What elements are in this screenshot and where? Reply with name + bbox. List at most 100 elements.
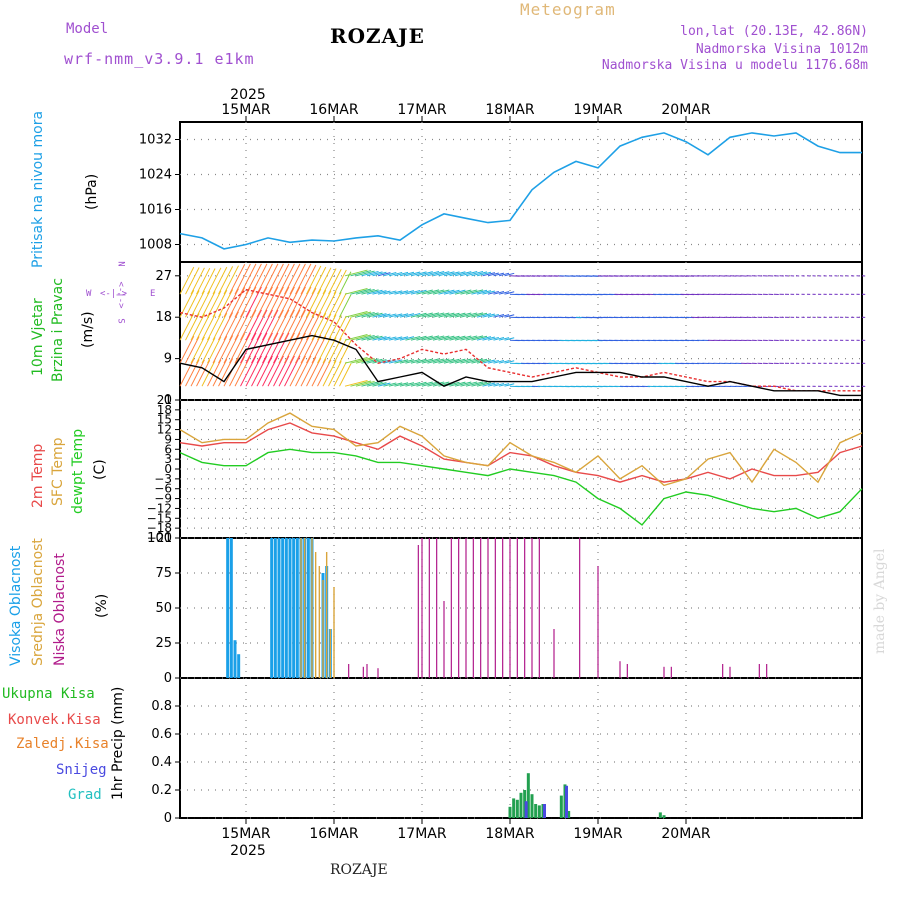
wind-barb — [251, 263, 268, 295]
wind-barb — [289, 286, 306, 318]
wind-barb — [284, 355, 301, 387]
wind-barb — [443, 271, 460, 277]
wind-barb — [498, 360, 510, 364]
wind-barb — [432, 358, 450, 364]
wind-barb — [295, 309, 312, 341]
wind-barb — [185, 267, 200, 295]
wind-barb — [234, 332, 251, 364]
wind-barb — [207, 267, 222, 295]
wind-barb — [460, 381, 478, 387]
wind-barb — [273, 263, 290, 295]
wind-barb — [504, 291, 515, 295]
wind-barb — [421, 270, 440, 277]
wind-barb — [432, 335, 450, 341]
wind-barb — [443, 312, 460, 318]
wind-barb — [383, 290, 397, 295]
wind-barb — [421, 381, 440, 387]
cloud-label-mid: Srednja Oblacnost — [30, 538, 46, 666]
wind-barb — [218, 358, 234, 387]
top-year-label: 2025 — [230, 87, 266, 103]
wind-barb — [372, 336, 387, 341]
wind-barb — [333, 361, 347, 387]
wind-barb — [487, 272, 499, 277]
wind-barb — [300, 333, 317, 364]
wind-barb — [190, 267, 205, 295]
bottom-date-label: 15MAR — [221, 826, 270, 842]
wind-barb — [273, 286, 290, 318]
wind-barb — [487, 336, 499, 341]
wind-barb — [504, 272, 515, 277]
wind-barb — [311, 266, 327, 295]
wind-barb — [256, 309, 273, 341]
wind-barb — [493, 272, 505, 277]
wind-barb — [306, 334, 322, 364]
compass-s: S — [115, 318, 126, 324]
wind-barb — [372, 359, 387, 364]
wind-barb — [449, 335, 466, 341]
wind-barb — [311, 358, 327, 387]
wind-barb — [421, 289, 440, 295]
wind-barb — [460, 312, 478, 318]
wind-barb — [212, 335, 228, 364]
wind-barb — [493, 314, 505, 318]
wind-barb — [350, 288, 372, 295]
precip-bar-0 — [567, 811, 571, 818]
y-tick-label: 100 — [147, 531, 172, 546]
wind-barb — [449, 358, 466, 364]
wind-barb — [394, 271, 409, 277]
wind-barb — [306, 357, 322, 387]
meteogram-label: Meteogram — [520, 0, 616, 19]
wind-barb — [355, 270, 375, 277]
wind-barb — [460, 358, 478, 364]
y-tick-label: 0 — [164, 671, 172, 686]
wind-barb — [251, 332, 268, 364]
bottom-date-label: 20MAR — [661, 826, 710, 842]
y-tick-label: −3 — [154, 472, 172, 486]
y-tick-label: 3 — [164, 452, 172, 466]
wind-barb — [333, 269, 347, 295]
wind-barb — [416, 335, 433, 341]
wind-barb — [427, 335, 445, 341]
y-tick-label: 0 — [164, 393, 172, 408]
y-tick-label: 50 — [155, 601, 172, 616]
wind-barb — [267, 286, 284, 318]
wind-barb — [190, 336, 205, 364]
bottom-date-label: 18MAR — [485, 826, 534, 842]
precip-bar-0 — [512, 798, 516, 818]
wind-barb — [317, 313, 332, 341]
wind-barb — [504, 337, 515, 341]
wind-barb — [405, 335, 421, 341]
wind-barb — [278, 263, 295, 295]
wind-barb — [471, 358, 488, 364]
wind-barb — [185, 313, 200, 341]
cloud-unit: (%) — [94, 593, 110, 618]
wind-barb — [383, 313, 397, 318]
wind-barb — [377, 272, 391, 277]
wind-barb — [201, 291, 216, 318]
y-tick-label: −12 — [147, 501, 172, 515]
wind-barb — [394, 382, 409, 387]
wind-barb — [300, 287, 317, 318]
bottom-date-label: 16MAR — [309, 826, 358, 842]
wind-barb — [471, 312, 488, 318]
wind-barb — [460, 289, 478, 295]
wind-barb — [240, 309, 257, 341]
wind-barb — [240, 263, 257, 295]
top-date-label: 17MAR — [397, 102, 446, 118]
y-tick-label: 0.6 — [151, 727, 172, 742]
wind-barb — [344, 356, 368, 364]
wind-barb — [251, 355, 268, 387]
wind-barb — [471, 289, 488, 295]
wind-barb — [218, 266, 234, 295]
wind-barb — [504, 360, 515, 364]
wind-barb — [416, 289, 433, 295]
wind-barb — [218, 312, 234, 341]
wind-barb — [190, 359, 205, 387]
y-tick-label: 21 — [157, 393, 172, 407]
footer-title: ROZAJE — [330, 862, 388, 878]
wind-barb — [311, 289, 327, 318]
wind-barb — [350, 270, 372, 277]
wind-barb — [366, 312, 383, 318]
wind-barb — [295, 263, 312, 295]
wind-barb — [262, 286, 279, 318]
